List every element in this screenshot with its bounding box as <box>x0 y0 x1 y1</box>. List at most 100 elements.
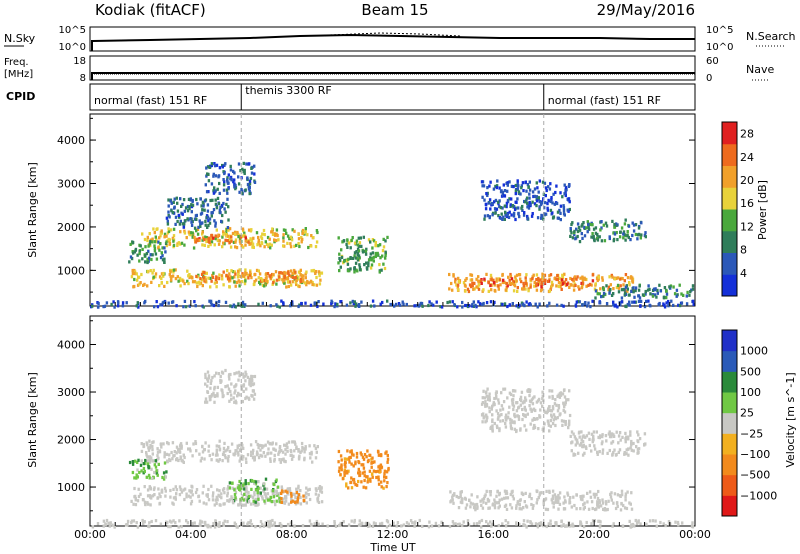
data-cell <box>186 204 190 209</box>
power-colorbar-frame <box>721 121 738 297</box>
data-cell <box>189 197 192 201</box>
data-cell <box>235 280 239 284</box>
data-cell <box>222 283 225 287</box>
data-cell <box>570 430 574 434</box>
data-cell <box>529 277 532 281</box>
data-cell <box>251 375 254 379</box>
data-cell <box>282 236 285 240</box>
data-cell <box>473 281 476 285</box>
data-cell <box>529 521 532 525</box>
data-cell <box>209 386 212 390</box>
data-cell <box>633 300 636 304</box>
data-cell <box>579 276 582 280</box>
data-cell <box>339 259 342 263</box>
data-cell <box>217 303 220 308</box>
data-cell <box>681 521 684 525</box>
data-cell <box>582 503 585 507</box>
data-cell <box>500 212 503 216</box>
data-cell <box>198 237 201 241</box>
data-cell <box>358 473 361 478</box>
data-cell <box>284 444 288 448</box>
data-cell <box>564 278 568 282</box>
data-cell <box>513 283 516 287</box>
data-cell <box>153 231 156 235</box>
data-cell <box>211 498 215 502</box>
data-cell <box>310 244 313 248</box>
data-cell <box>357 303 361 307</box>
data-cell <box>605 502 608 506</box>
nsearch-tick-bottom: 10^0 <box>706 42 733 53</box>
data-cell <box>367 521 370 525</box>
freq-tick-bottom: 8 <box>80 73 86 84</box>
data-cell <box>132 285 135 289</box>
data-cell <box>566 208 569 212</box>
data-cell <box>505 489 508 494</box>
data-cell <box>567 426 570 430</box>
data-cell <box>239 457 242 461</box>
data-cell <box>634 232 638 237</box>
data-cell <box>273 238 276 242</box>
data-cell <box>653 293 657 297</box>
data-cell <box>231 276 234 280</box>
data-cell <box>152 440 155 444</box>
data-cell <box>484 400 487 404</box>
cpid-frame <box>89 83 696 111</box>
data-cell <box>633 295 636 299</box>
data-cell <box>576 275 579 279</box>
data-cell <box>147 244 150 248</box>
data-cell <box>253 392 257 396</box>
data-cell <box>314 456 318 460</box>
data-cell <box>505 282 508 286</box>
data-cell <box>129 255 133 259</box>
data-cell <box>635 445 638 449</box>
data-cell <box>601 435 604 439</box>
data-cell <box>563 410 567 414</box>
data-cell <box>231 305 234 309</box>
data-cell <box>143 520 146 524</box>
data-cell <box>161 254 164 258</box>
data-cell <box>159 234 162 238</box>
data-cell <box>624 273 628 277</box>
data-cell <box>181 222 184 226</box>
data-cell <box>147 249 150 253</box>
data-cell <box>637 294 641 298</box>
data-cell <box>180 204 183 208</box>
data-cell <box>237 453 240 457</box>
data-cell <box>261 232 264 236</box>
data-cell <box>211 273 214 278</box>
data-cell <box>205 400 209 404</box>
data-cell <box>483 198 486 202</box>
data-cell <box>535 284 538 288</box>
data-cell <box>250 494 253 498</box>
data-cell <box>305 495 308 499</box>
data-cell <box>111 523 114 527</box>
data-cell <box>547 407 550 411</box>
data-cell <box>509 426 513 430</box>
data-cell <box>173 197 176 201</box>
data-cell <box>615 276 619 280</box>
data-cell <box>491 213 494 217</box>
data-cell <box>533 395 536 399</box>
data-cell <box>538 302 541 306</box>
data-cell <box>218 458 221 462</box>
data-cell <box>631 279 634 283</box>
data-cell <box>222 201 225 206</box>
data-cell <box>627 224 631 228</box>
data-cell <box>282 233 285 237</box>
data-cell <box>608 236 611 241</box>
data-cell <box>320 271 324 275</box>
data-cell <box>191 198 194 203</box>
data-cell <box>620 501 623 506</box>
data-cell <box>201 238 204 242</box>
data-cell <box>622 283 625 287</box>
data-cell <box>529 422 532 426</box>
data-cell <box>178 493 182 497</box>
data-cell <box>544 410 547 414</box>
data-cell <box>289 245 293 249</box>
data-cell <box>301 278 305 282</box>
data-cell <box>606 451 609 455</box>
data-cell <box>176 275 179 279</box>
data-cell <box>346 269 350 273</box>
data-cell <box>629 238 632 242</box>
